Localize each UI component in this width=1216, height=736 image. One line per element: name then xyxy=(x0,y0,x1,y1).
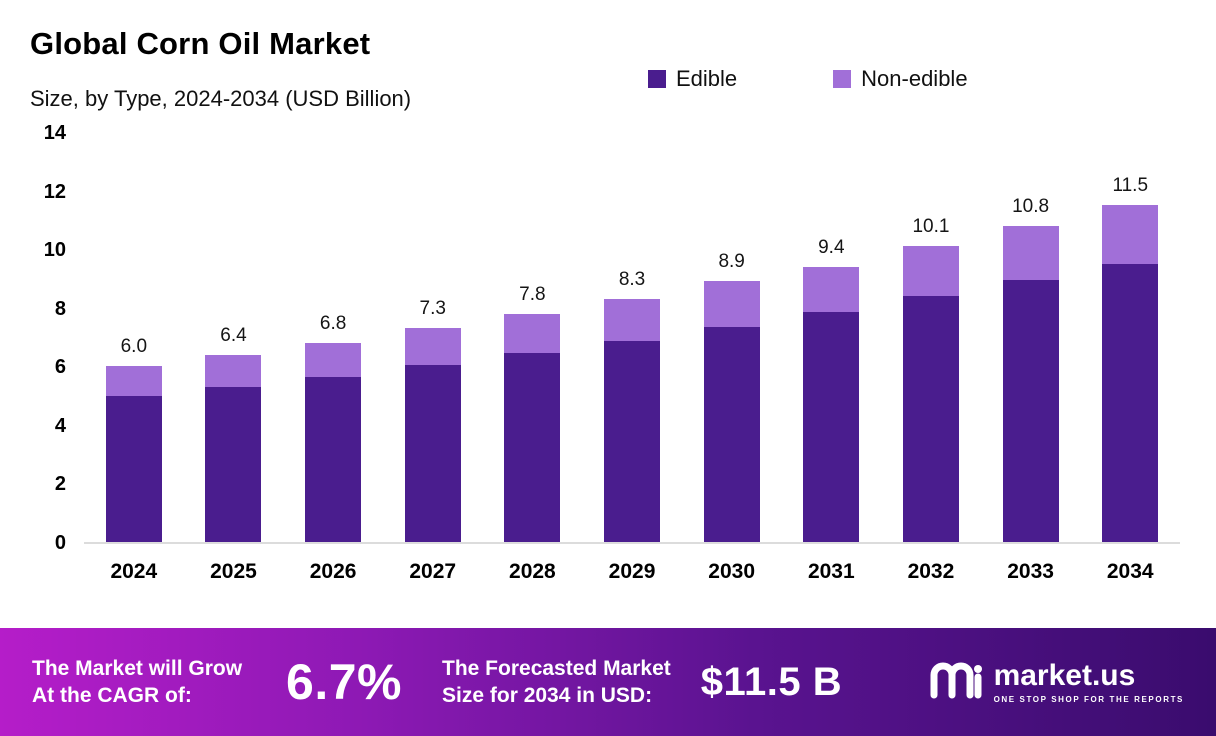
y-axis-label: 12 xyxy=(43,180,66,203)
bar-value-label: 6.8 xyxy=(319,312,347,334)
bar-segment-non-edible xyxy=(902,246,959,296)
x-axis-label: 2033 xyxy=(1007,560,1054,583)
bar-value-label: 8.9 xyxy=(718,251,745,273)
x-axis-label: 2031 xyxy=(807,560,855,583)
forecast-label-line1: The Forecasted Market xyxy=(442,656,671,680)
bar-value-label: 8.3 xyxy=(618,268,646,290)
y-axis-label: 10 xyxy=(43,239,66,262)
bar-segment-edible xyxy=(703,326,760,542)
bar-column-2033: 10.8 xyxy=(981,132,1081,542)
page-subtitle: Size, by Type, 2024-2034 (USD Billion) xyxy=(30,86,412,111)
bar-segment-non-edible xyxy=(504,313,561,354)
bar-segment-edible xyxy=(305,376,362,542)
bar-segment-non-edible xyxy=(404,328,461,365)
bar-column-2025: 6.4 xyxy=(184,132,284,542)
x-axis-label: 2030 xyxy=(708,560,756,583)
y-axis-label: 14 xyxy=(43,122,66,144)
bar-segment-non-edible xyxy=(305,342,362,377)
bar-column-2027: 7.3 xyxy=(383,132,483,542)
y-axis-label: 0 xyxy=(54,532,66,554)
bar-value-label: 7.8 xyxy=(519,283,546,305)
x-axis-label: 2025 xyxy=(210,560,257,583)
bar-segment-edible xyxy=(803,312,860,542)
cagr-label: The Market will Grow At the CAGR of: xyxy=(32,655,242,710)
bar-column-2028: 7.8 xyxy=(483,132,583,542)
y-axis-label: 8 xyxy=(54,297,66,320)
x-axis: 2024 2025 2026 2027 2028 2029 2030 2031 2032 2033… xyxy=(84,560,1180,584)
y-axis-label: 6 xyxy=(54,356,66,379)
legend-swatch-non-edible-icon xyxy=(833,70,852,88)
bar-segment-non-edible xyxy=(604,298,661,342)
stacked-bar-chart: 0 2 4 6 8 10 12 14 6.0 6.4 6.8 7.3 7.8 8.3 8.9 9.4 10.1… xyxy=(28,122,1180,614)
bar-column-2034: 11.5 xyxy=(1080,132,1180,542)
legend-label-edible: Edible xyxy=(676,66,738,91)
bar-segment-edible xyxy=(902,296,959,542)
bar-value-label: 11.5 xyxy=(1112,175,1149,197)
bar-column-2024: 6.0 xyxy=(84,132,184,542)
bar-value-label: 9.4 xyxy=(818,236,845,258)
x-axis-label: 2029 xyxy=(608,560,656,583)
legend-item-edible: Edible xyxy=(648,66,737,92)
legend-swatch-edible-icon xyxy=(648,70,666,88)
cagr-label-line1: The Market will Grow xyxy=(32,656,243,680)
x-axis-label: 2024 xyxy=(110,560,158,583)
bar-value-label: 6.0 xyxy=(120,336,148,358)
plot-area: 6.0 6.4 6.8 7.3 7.8 8.3 8.9 9.4 10.1 10.8 11.5 xyxy=(84,132,1180,544)
forecast-label: The Forecasted Market Size for 2034 in U… xyxy=(442,655,671,710)
bar-column-2029: 8.3 xyxy=(582,132,682,542)
bar-value-label: 6.4 xyxy=(220,324,247,346)
bar-segment-edible xyxy=(105,395,162,542)
bar-segment-edible xyxy=(604,341,661,542)
brand-logo: market.us ONE STOP SHOP FOR THE REPORTS xyxy=(928,659,1184,706)
x-axis-label: 2028 xyxy=(509,560,556,583)
footer-banner: The Market will Grow At the CAGR of: 6.7… xyxy=(0,628,1216,736)
bar-value-label: 10.1 xyxy=(912,216,950,238)
bar-column-2032: 10.1 xyxy=(881,132,981,542)
legend-item-non-edible: Non-edible xyxy=(833,66,968,92)
forecast-value: $11.5 B xyxy=(700,659,843,704)
market-us-logo-icon xyxy=(928,659,984,706)
bar-segment-non-edible xyxy=(703,281,760,327)
bar-column-2030: 8.9 xyxy=(682,132,782,542)
y-axis: 0 2 4 6 8 10 12 14 xyxy=(28,122,80,554)
x-axis-label: 2027 xyxy=(409,560,457,583)
page-title: Global Corn Oil Market xyxy=(30,26,371,61)
bar-segment-edible xyxy=(205,386,262,542)
bar-value-label: 10.8 xyxy=(1012,195,1050,217)
cagr-label-line2: At the CAGR of: xyxy=(32,684,192,707)
bars: 6.0 6.4 6.8 7.3 7.8 8.3 8.9 9.4 10.1 10.8 11.5 xyxy=(84,132,1180,542)
bar-segment-edible xyxy=(1002,279,1059,542)
brand-name: market.us xyxy=(993,658,1136,692)
bar-segment-edible xyxy=(1102,263,1159,542)
bar-segment-non-edible xyxy=(205,354,262,387)
legend-label-non-edible: Non-edible xyxy=(861,66,968,91)
x-axis-label: 2026 xyxy=(309,560,357,583)
bar-segment-edible xyxy=(404,364,461,542)
bar-segment-non-edible xyxy=(105,366,162,396)
y-axis-label: 4 xyxy=(54,414,66,437)
brand-tagline: ONE STOP SHOP FOR THE REPORTS xyxy=(993,694,1184,704)
bar-value-label: 7.3 xyxy=(419,298,446,320)
bar-segment-non-edible xyxy=(1102,205,1159,264)
x-axis-label: 2032 xyxy=(907,560,955,583)
bar-column-2031: 9.4 xyxy=(781,132,881,542)
chart-legend: Edible Non-edible xyxy=(648,66,968,92)
bar-column-2026: 6.8 xyxy=(283,132,383,542)
bar-segment-edible xyxy=(504,353,561,542)
bar-segment-non-edible xyxy=(803,266,860,313)
x-axis-label: 2034 xyxy=(1106,560,1154,583)
bar-segment-non-edible xyxy=(1002,225,1059,280)
cagr-value: 6.7% xyxy=(286,654,403,710)
forecast-label-line2: Size for 2034 in USD: xyxy=(442,684,653,707)
y-axis-label: 2 xyxy=(54,473,66,496)
